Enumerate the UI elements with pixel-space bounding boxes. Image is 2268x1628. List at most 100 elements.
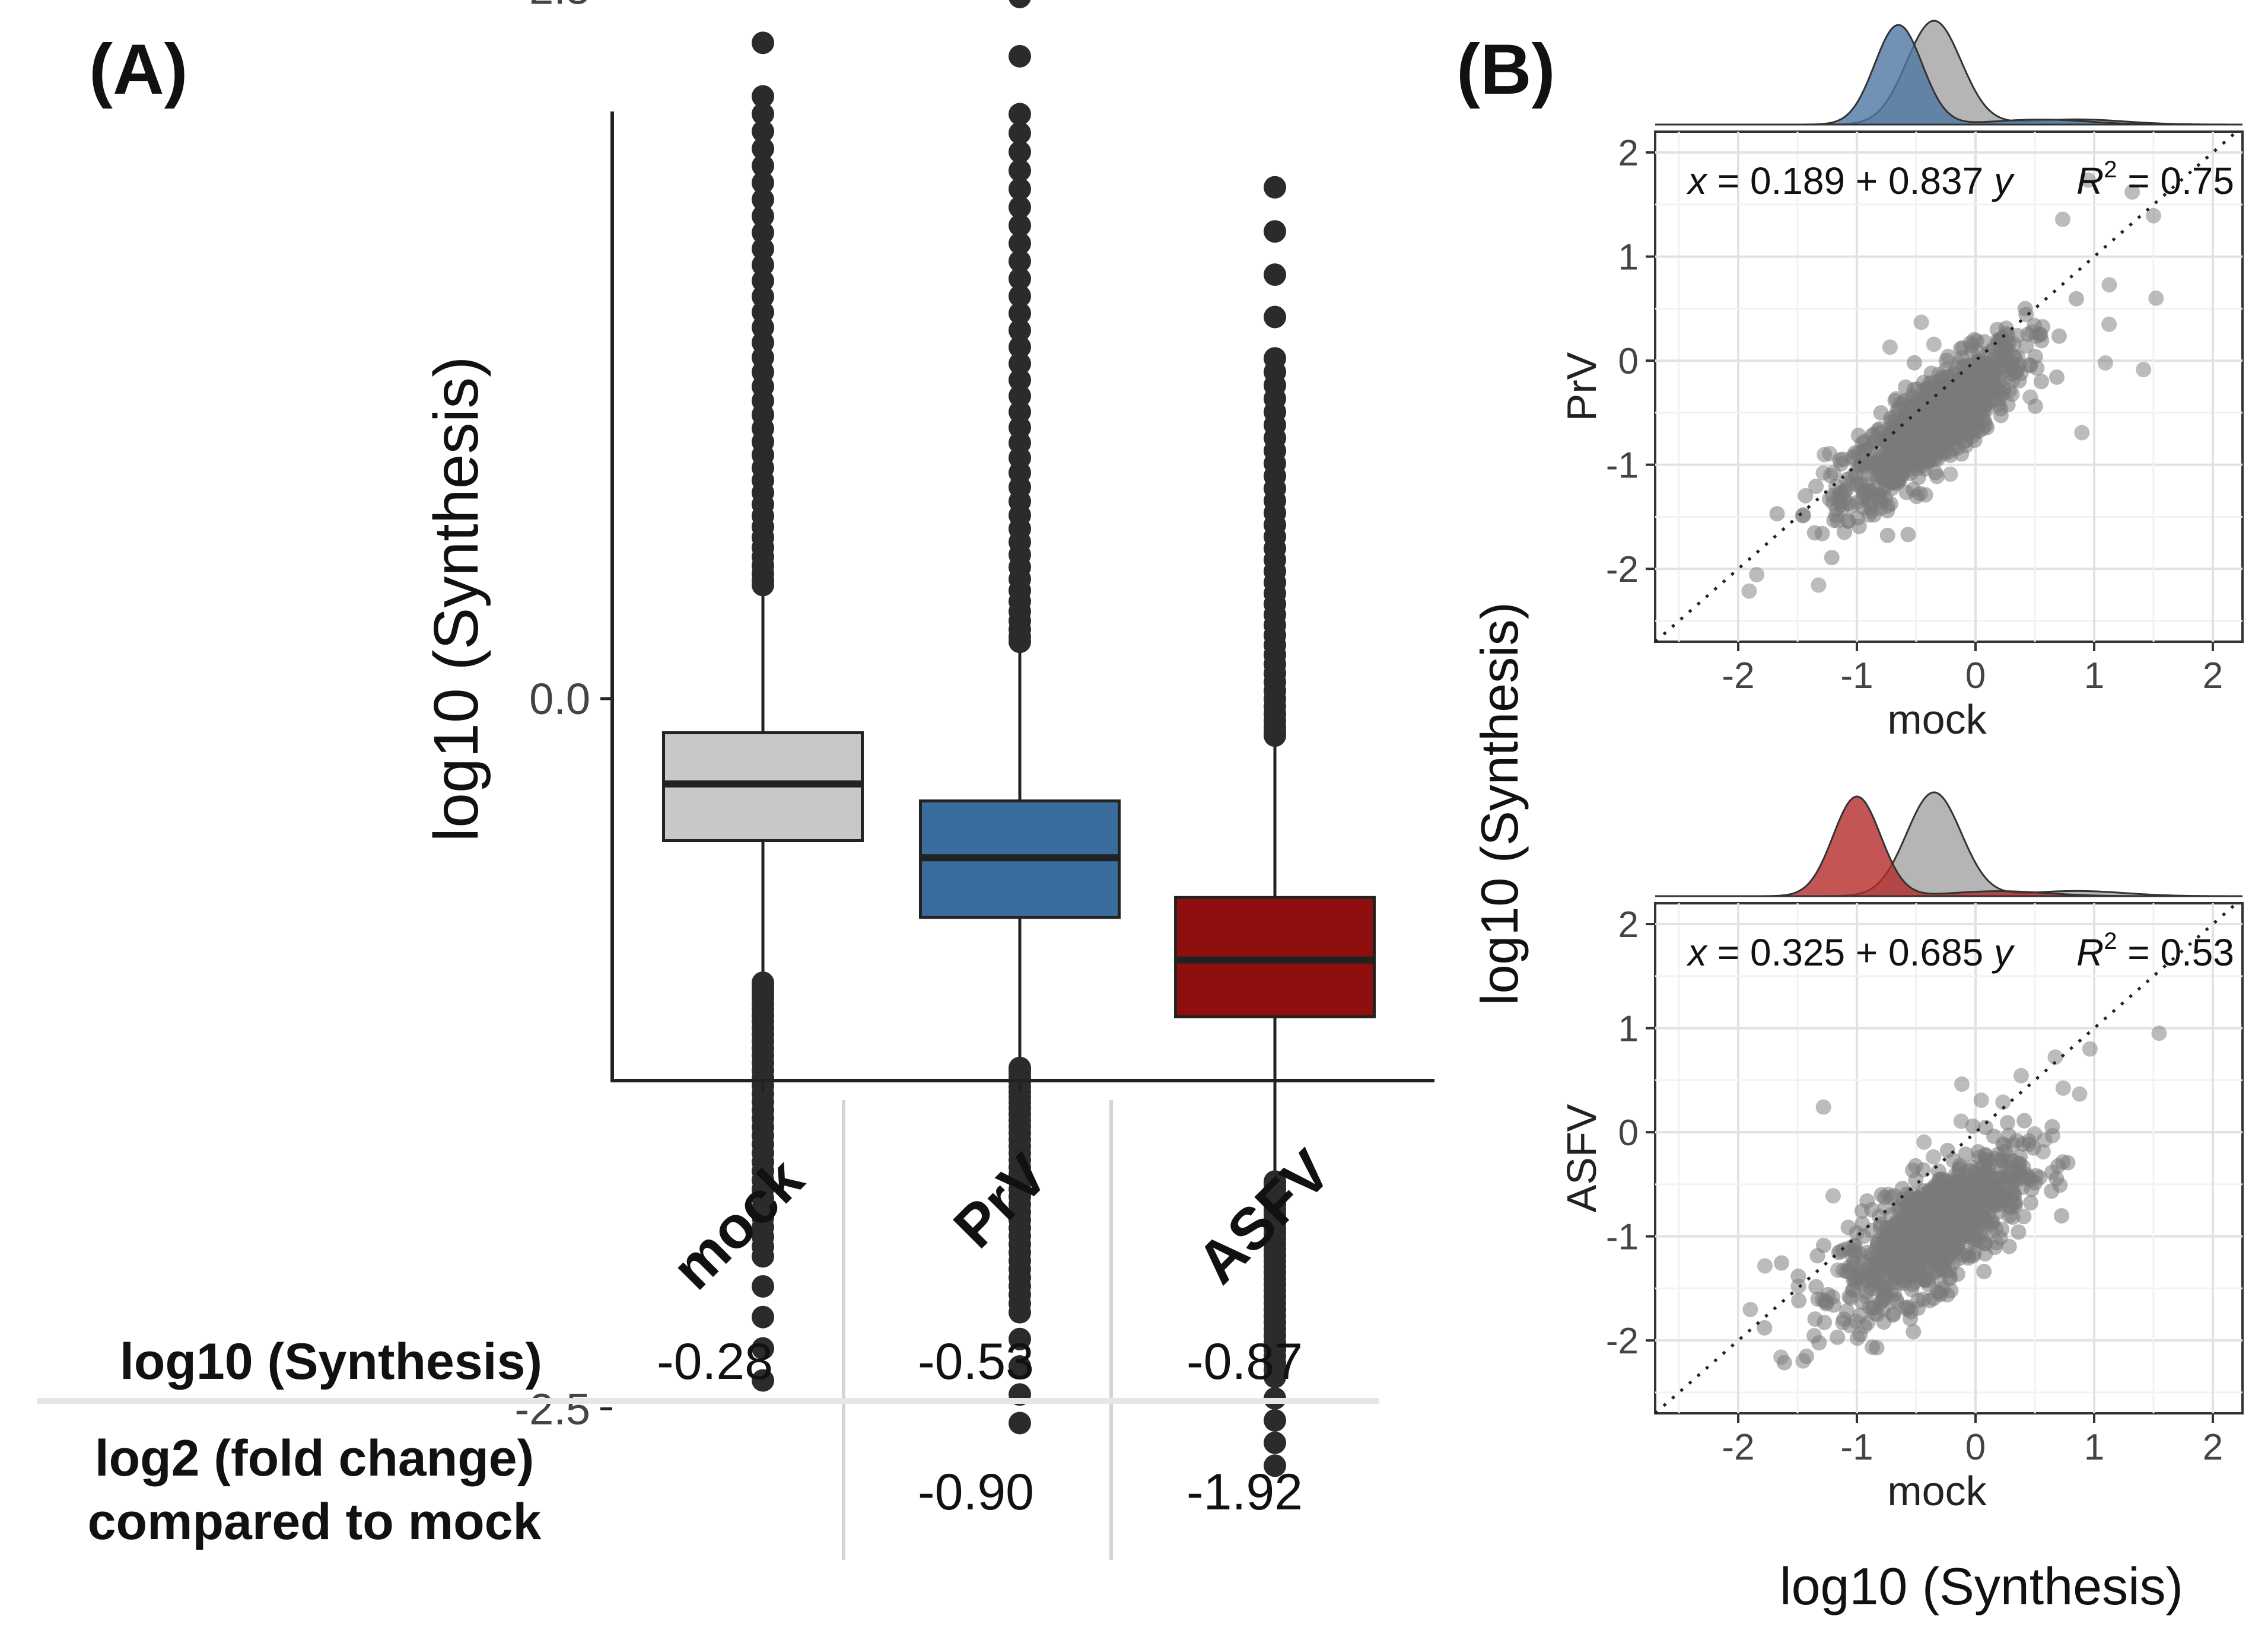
data-point [1861,507,1877,523]
data-point [1954,1076,1970,1092]
table-row2-asfv: -1.92 [1187,1464,1303,1521]
data-point [1891,472,1907,488]
data-point [1926,336,1942,352]
data-point [2005,1152,2021,1168]
data-point [1965,369,1981,385]
data-point [1903,466,1919,482]
data-point [1757,1258,1773,1274]
data-point [1815,1237,1831,1253]
table-row2-label-line2: compared to mock [88,1493,542,1550]
x-tick-label: 0 [1965,655,1986,696]
data-point [1790,1278,1806,1294]
outlier-point [1009,44,1031,68]
data-point [2003,1170,2019,1186]
data-point [1904,436,1920,452]
y-tick-label: -2 [1606,549,1639,590]
outlier-point [1264,305,1286,329]
data-point [1749,567,1765,583]
data-point [2054,1208,2070,1224]
x-tick-label: -2 [1722,655,1754,696]
data-point [1989,321,2005,337]
data-point [1862,1247,1878,1263]
y-tick-label: -2.5 [514,1385,590,1434]
data-point [2018,338,2034,354]
data-point [2101,316,2117,332]
outlier-point [752,154,774,177]
data-point [1951,389,1967,405]
data-point [1831,1244,1847,1260]
data-point [1795,1353,1811,1369]
data-point [1769,506,1785,522]
density-mock [1655,791,2243,897]
data-point [1884,1190,1900,1206]
data-point [2044,1164,2060,1180]
data-point [1757,1320,1773,1336]
data-point [1906,482,1922,498]
density-mock [1655,20,2243,126]
data-point [1903,1202,1919,1218]
y-tick-label: 1 [1618,237,1639,278]
outlier-point [1009,267,1031,291]
data-point [1795,508,1811,524]
data-point [1888,391,1904,407]
data-point [1741,583,1757,599]
panel-a-label: (A) [89,30,188,109]
y-tick-label: 2 [1618,133,1639,174]
data-point [1995,1094,2011,1110]
outlier-point [752,237,774,260]
data-point [1943,405,1959,421]
data-point [1916,1134,1932,1150]
outlier-point [1009,196,1031,219]
y-tick-label: -2 [1606,1321,1639,1362]
x-tick-label: -1 [1840,1427,1873,1468]
data-point [1949,1177,1965,1193]
outlier-point [752,120,774,143]
outlier-point [752,85,774,108]
data-point [1952,1213,1968,1229]
box-prv [919,0,1121,1435]
data-point [1903,1304,1919,1320]
data-point [1866,1305,1882,1321]
data-point [1845,1249,1861,1265]
outlier-point [1009,1301,1031,1324]
data-point [1845,451,1861,467]
data-point [1860,455,1876,471]
data-point [1825,488,1841,504]
data-point [2033,374,2049,390]
x-tick-label: 2 [2203,655,2223,696]
data-point [1937,1263,1953,1279]
data-point [1974,1158,1990,1174]
outlier-point [1264,1365,1286,1388]
data-point [1825,1188,1841,1204]
outlier-point [1009,159,1031,182]
data-point [1913,455,1929,471]
data-point [1906,1236,1922,1252]
data-point [1917,1272,1933,1288]
data-point [1900,527,1916,543]
outlier-point [1009,177,1031,200]
data-point [1976,1263,1992,1279]
data-point [1852,1327,1868,1343]
data-point [1997,339,2013,355]
data-point [1817,447,1833,463]
data-point [1922,1237,1938,1253]
data-point [1934,1224,1950,1240]
y-tick-label: 0 [1618,1113,1639,1154]
data-point [1889,439,1905,455]
data-point [1973,1092,1989,1108]
y-tick-label: -1 [1606,1217,1639,1258]
outlier-point [1009,103,1031,126]
data-point [1918,1203,1934,1219]
data-point [1882,339,1898,355]
data-point [1906,355,1922,371]
outlier-point [1009,302,1031,325]
data-point [1986,1128,2002,1144]
data-point [1991,392,2007,408]
box-asfv [1174,176,1376,1477]
data-point [1742,1301,1758,1317]
data-point [2068,291,2084,307]
outlier-point [1264,1409,1286,1432]
data-point [1869,479,1885,495]
data-point [1929,1178,1945,1194]
